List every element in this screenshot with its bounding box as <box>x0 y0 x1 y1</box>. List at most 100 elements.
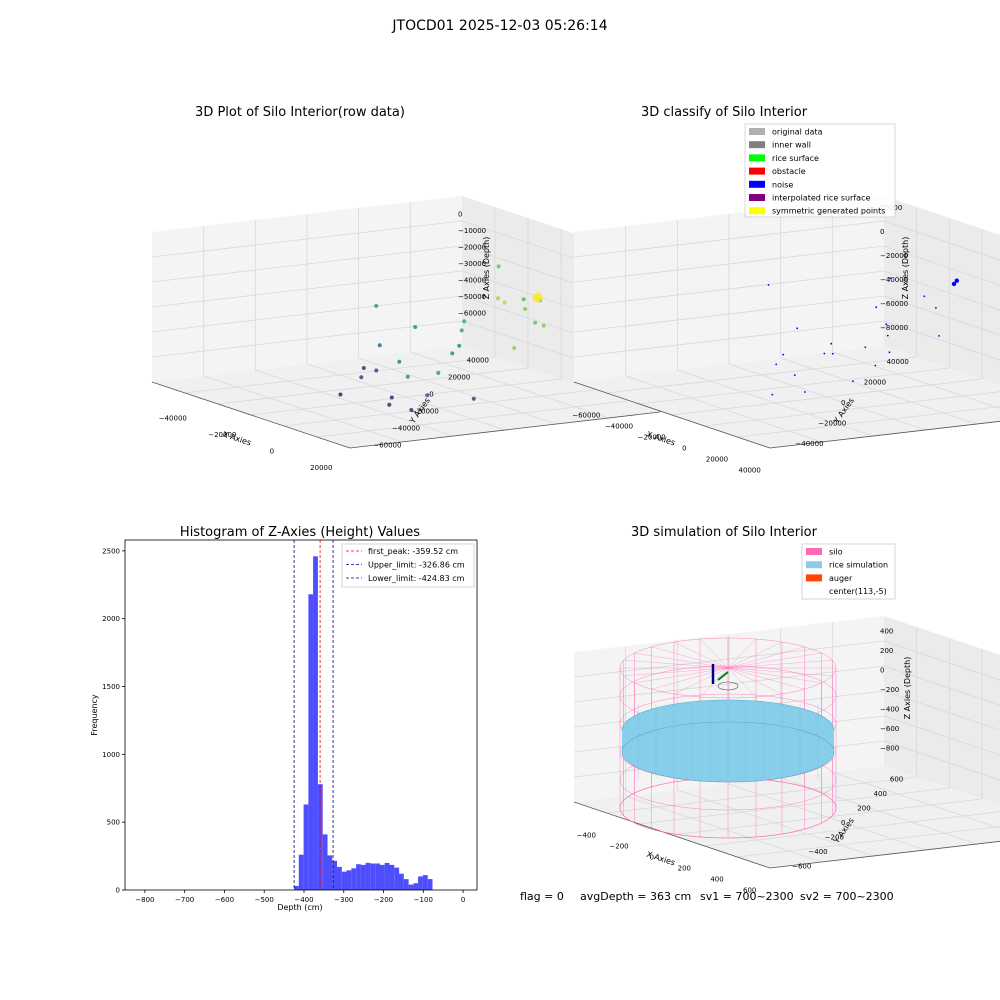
points-classify <box>767 277 959 396</box>
y-tick-label: 2000 <box>102 615 120 623</box>
noise-point <box>888 351 891 354</box>
silo-roof-spoke <box>651 667 729 690</box>
x-axis-label-classify: X Axies <box>645 430 676 448</box>
data-point <box>409 408 414 412</box>
footer-flag: flag = 0 <box>520 890 564 903</box>
histogram-bar <box>370 863 376 890</box>
y-axis-label-histogram: Frequency <box>90 694 99 736</box>
panel-title-simulation: 3D simulation of Silo Interior <box>631 525 818 540</box>
legend-swatch <box>749 128 765 135</box>
legend-frame <box>744 123 896 218</box>
legend-label: first_peak: -359.52 cm <box>368 547 458 556</box>
legend-label: obstacle <box>772 167 806 176</box>
data-point <box>387 402 392 407</box>
x-tick-label: −40000 <box>605 423 633 431</box>
y-tick-label: −40000 <box>392 425 420 433</box>
noise-point <box>823 352 826 355</box>
data-point <box>502 300 507 305</box>
z-tick-label: −400 <box>880 705 899 713</box>
x-tick-label: −60000 <box>572 412 600 420</box>
noise-point <box>885 323 888 326</box>
histogram-bar <box>389 864 395 890</box>
x-tick-label: −700 <box>175 896 194 904</box>
x-tick-label: −400 <box>294 896 313 904</box>
z-tick-label: −600 <box>880 725 899 733</box>
data-point <box>523 307 528 311</box>
legend-swatch <box>806 561 822 569</box>
grid-line <box>832 351 1000 409</box>
legend-classify: original data inner wall rice surface obsta… <box>744 123 896 218</box>
axes-box-classify <box>573 196 1000 449</box>
y-tick-label: 0 <box>116 887 120 895</box>
y-tick-label: 0 <box>841 819 845 827</box>
data-point <box>496 296 500 301</box>
data-point <box>397 359 402 364</box>
y-tick-label: 400 <box>874 790 887 798</box>
panel-histogram: Histogram of Z-Axies (Height) Values −80… <box>90 525 478 912</box>
plot-area <box>125 540 477 890</box>
panel-raw-data-scatter: 3D Plot of Silo Interior(row data) −4000… <box>151 105 661 472</box>
z-axis-label-classify: Z Axies (Depth) <box>901 237 910 300</box>
data-point <box>471 396 476 401</box>
legend-swatch <box>749 180 765 188</box>
y-tick-label: 200 <box>857 804 870 812</box>
data-point <box>450 351 455 356</box>
x-tick-label: 400 <box>710 876 723 884</box>
y-tick-label: −60000 <box>373 442 401 450</box>
x-tick-label: −400 <box>577 832 596 840</box>
legend-label: interpolated rice surface <box>772 194 870 203</box>
noise-point <box>782 353 785 356</box>
histogram-bar <box>346 870 352 890</box>
silo-roof-spoke <box>727 667 822 684</box>
suptitle: JTOCD01 2025-12-03 05:26:14 <box>391 18 607 34</box>
z-tick-label: −60000 <box>880 300 908 308</box>
z-tick-label: −10000 <box>458 227 486 235</box>
y-tick-label: 40000 <box>887 358 909 366</box>
legend-histogram: first_peak: -359.52 cm Upper_limit: -326.… <box>341 543 475 588</box>
data-point <box>413 325 418 329</box>
grid-line <box>410 351 609 419</box>
histogram-bar <box>294 885 299 890</box>
z-axis-label-simulation: Z Axies (Depth) <box>903 657 912 720</box>
histogram-bar <box>322 834 328 890</box>
y-tick-label: −20000 <box>411 408 439 416</box>
x-tick-label: −500 <box>255 896 274 904</box>
noise-point <box>831 352 834 355</box>
histogram-bar <box>356 864 361 890</box>
data-point <box>389 395 394 400</box>
x-axis-label-simulation: X Axies <box>645 850 676 868</box>
footer-sv2: sv2 = 700~2300 <box>800 890 894 903</box>
z-tick-label: −40000 <box>880 276 908 284</box>
axis-line-y <box>769 840 1000 869</box>
z-tick-label: −80000 <box>880 324 908 332</box>
legend-label: Upper_limit: -326.86 cm <box>368 561 465 570</box>
z-tick-label: −60000 <box>458 310 486 318</box>
x-tick-label: 200 <box>678 865 691 873</box>
silo-wireframe <box>619 637 837 839</box>
auger-arm <box>717 671 729 681</box>
silo-roof-spoke <box>699 638 729 669</box>
x-tick-label: 20000 <box>310 464 332 472</box>
footer-avg-depth: avgDepth = 363 cm <box>580 890 691 903</box>
y-tick-label: 0 <box>841 399 845 407</box>
histogram-bar <box>399 873 404 890</box>
y-tick-label: 20000 <box>448 374 470 382</box>
pane-floor <box>574 766 1000 868</box>
data-point <box>405 374 410 379</box>
noise-point <box>830 342 833 345</box>
data-point <box>374 368 379 373</box>
x-tick-label: −100 <box>414 896 433 904</box>
grid-line <box>573 270 1000 311</box>
histogram-bar <box>332 860 337 890</box>
noise-point <box>796 327 799 330</box>
grid-line <box>573 245 1000 286</box>
silo-roof-spoke <box>727 641 783 669</box>
z-tick-label: −30000 <box>458 260 486 268</box>
data-point <box>462 319 467 324</box>
histogram-bar <box>380 864 385 890</box>
silo-roof-spoke <box>727 667 833 676</box>
axis-line-y <box>769 420 1000 449</box>
z-tick-label: −40000 <box>458 277 486 285</box>
x-tick-label: −300 <box>334 896 353 904</box>
